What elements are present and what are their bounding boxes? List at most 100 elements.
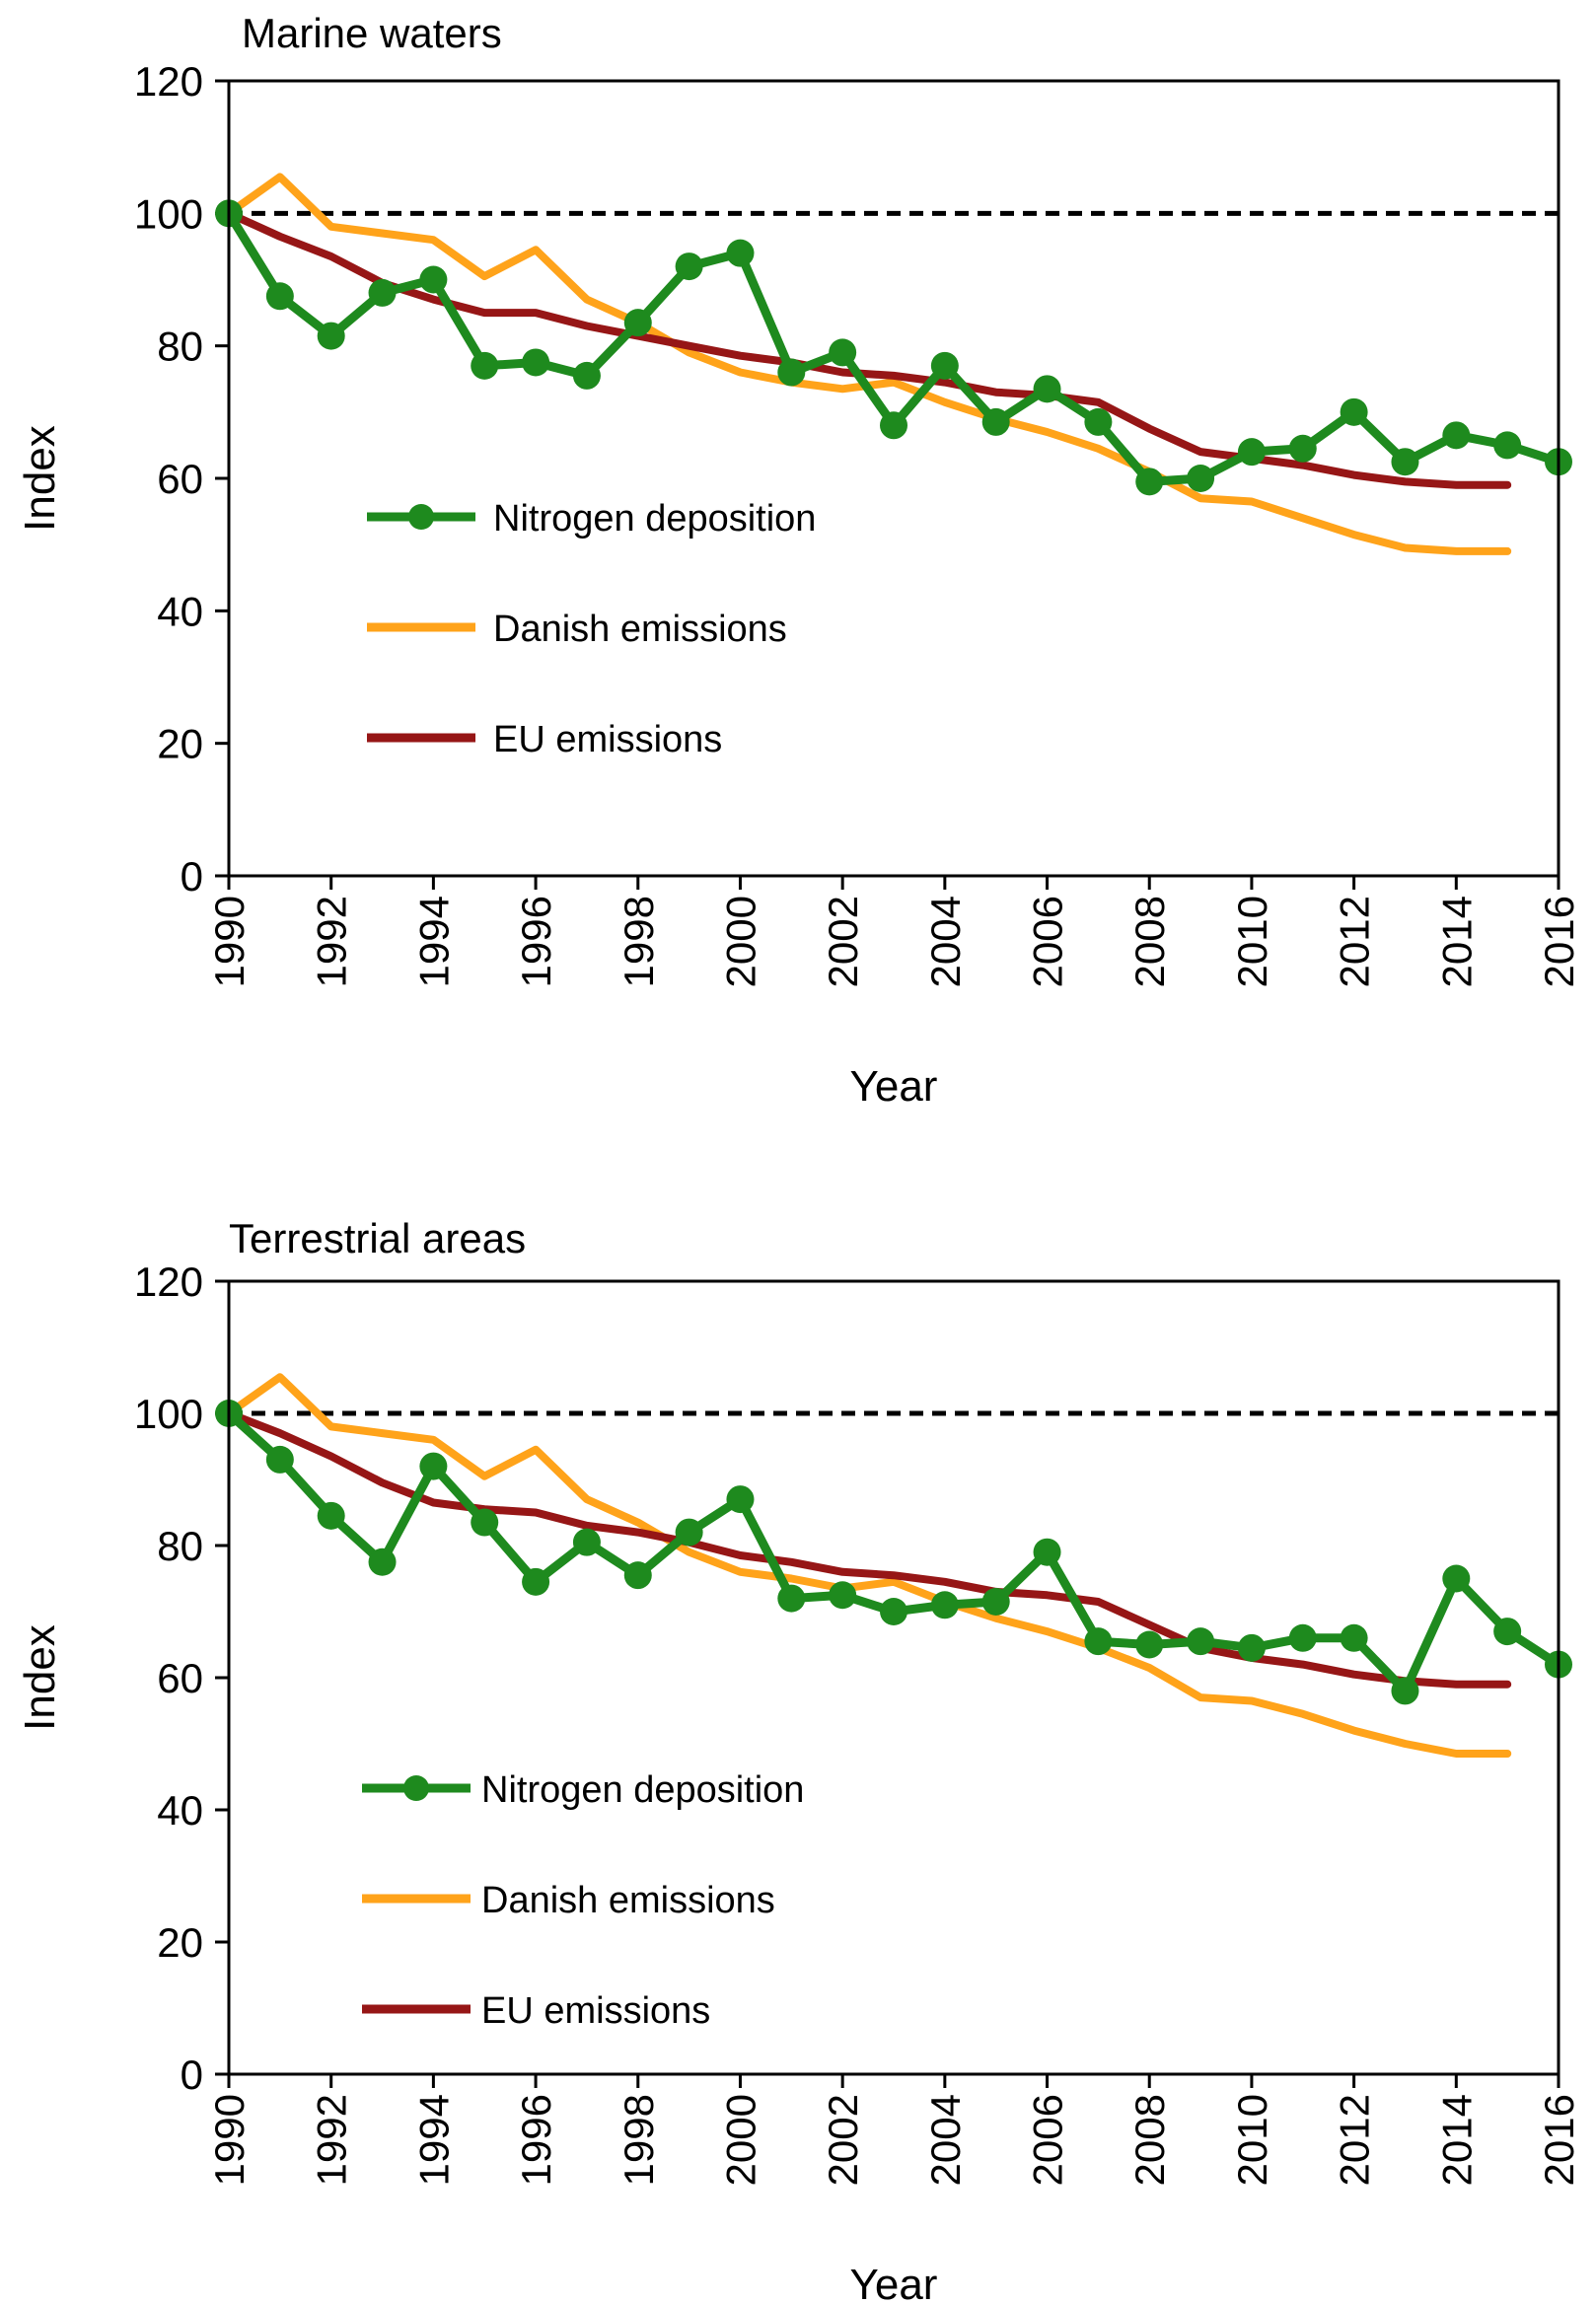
legend-label-nitrogen-deposition: Nitrogen deposition	[493, 498, 816, 540]
data-point-nitrogen-deposition	[981, 1587, 1010, 1616]
x-tick-label: 2004	[922, 2094, 969, 2186]
data-point-nitrogen-deposition	[1340, 1623, 1368, 1652]
data-point-nitrogen-deposition	[265, 1445, 294, 1474]
data-point-nitrogen-deposition	[1340, 397, 1368, 426]
data-point-nitrogen-deposition	[726, 239, 755, 267]
x-tick-label: 2016	[1536, 896, 1582, 987]
data-point-nitrogen-deposition	[981, 407, 1010, 436]
data-point-nitrogen-deposition	[1288, 1623, 1317, 1652]
x-tick-label: 2014	[1433, 896, 1480, 987]
data-point-nitrogen-deposition	[1135, 1630, 1164, 1659]
x-tick-label: 2002	[820, 2094, 866, 2186]
data-point-nitrogen-deposition	[1187, 1627, 1215, 1656]
x-tick-label: 2012	[1332, 2094, 1378, 2186]
y-tick-label: 80	[157, 1523, 203, 1569]
data-point-nitrogen-deposition	[1033, 375, 1061, 403]
x-tick-label: 2008	[1126, 2094, 1173, 2186]
data-point-nitrogen-deposition	[317, 322, 345, 350]
data-point-nitrogen-deposition	[829, 1581, 857, 1610]
x-axis-label: Year	[850, 2261, 938, 2303]
y-axis-label: Index	[16, 425, 64, 532]
x-tick-label: 2010	[1229, 896, 1275, 987]
x-tick-label: 1998	[616, 2094, 662, 2186]
data-point-nitrogen-deposition	[623, 309, 652, 337]
y-tick-label: 40	[157, 1787, 203, 1834]
legend-label-nitrogen-deposition: Nitrogen deposition	[481, 1769, 804, 1811]
x-tick-label: 1996	[513, 896, 559, 987]
y-tick-label: 40	[157, 588, 203, 634]
data-point-nitrogen-deposition	[930, 1591, 959, 1619]
data-point-nitrogen-deposition	[419, 1452, 448, 1480]
y-tick-label: 20	[157, 1919, 203, 1966]
series-line-danish-emissions	[225, 1373, 1512, 1758]
x-tick-label: 1992	[309, 2094, 355, 2186]
series-line-eu-emissions	[225, 1409, 1512, 1689]
y-tick-label: 60	[157, 1655, 203, 1701]
x-tick-label: 2010	[1229, 2094, 1275, 2186]
y-tick-label: 120	[134, 1259, 203, 1305]
x-tick-label: 2012	[1332, 896, 1378, 987]
data-point-nitrogen-deposition	[1442, 421, 1471, 450]
data-point-nitrogen-deposition	[1135, 468, 1164, 496]
y-tick-label: 120	[134, 58, 203, 105]
data-point-nitrogen-deposition	[265, 282, 294, 311]
data-point-nitrogen-deposition	[880, 411, 907, 440]
data-point-nitrogen-deposition	[829, 338, 857, 367]
data-point-nitrogen-deposition	[317, 1501, 345, 1530]
plot-frame	[227, 1279, 1560, 2076]
x-tick-label: 2006	[1025, 2094, 1071, 2186]
chart-terrestrial-areas: Terrestrial areas 0 20 40 60 80 100 120 1990 1992…	[16, 1215, 1582, 2303]
y-tick-label: 0	[181, 853, 203, 900]
x-tick-label: 1990	[206, 2094, 253, 2186]
data-point-nitrogen-deposition	[572, 361, 601, 390]
x-tick-label: 2000	[717, 896, 763, 987]
data-point-nitrogen-deposition	[1391, 1677, 1419, 1705]
data-point-nitrogen-deposition	[1237, 1633, 1266, 1662]
series-line-danish-emissions	[225, 173, 1512, 555]
y-tick-label: 80	[157, 324, 203, 370]
plot-frame	[227, 79, 1560, 878]
chart-marine-waters: Marine waters 0 20 40 60 80 100 120 1990 1992 1994…	[16, 10, 1582, 1111]
data-point-nitrogen-deposition	[368, 1547, 397, 1576]
data-point-nitrogen-deposition	[419, 265, 448, 294]
y-tick-label: 60	[157, 456, 203, 502]
data-point-nitrogen-deposition	[777, 358, 806, 387]
y-axis-label: Index	[16, 1624, 64, 1731]
x-tick-label: 2002	[820, 896, 866, 987]
x-tick-label: 2000	[717, 2094, 763, 2186]
x-tick-label: 2006	[1025, 896, 1071, 987]
data-point-nitrogen-deposition	[675, 1518, 703, 1547]
x-tick-label: 1996	[513, 2094, 559, 2186]
data-point-nitrogen-deposition	[368, 278, 397, 307]
legend-label-eu-emissions: EU emissions	[481, 1990, 710, 2032]
legend-marker-nitrogen-deposition	[403, 1775, 429, 1801]
x-tick-label: 1990	[206, 896, 253, 987]
data-point-nitrogen-deposition	[572, 1528, 601, 1556]
data-point-nitrogen-deposition	[930, 351, 959, 380]
x-axis-label: Year	[850, 1062, 938, 1111]
data-point-nitrogen-deposition	[623, 1561, 652, 1590]
y-tick-label: 20	[157, 721, 203, 767]
data-point-nitrogen-deposition	[471, 1508, 499, 1537]
y-tick-label: 0	[181, 2051, 203, 2098]
x-tick-label: 2008	[1126, 896, 1173, 987]
data-point-nitrogen-deposition	[777, 1584, 806, 1613]
chart-title: Terrestrial areas	[229, 1215, 526, 1261]
legend-label-danish-emissions: Danish emissions	[481, 1880, 775, 1921]
data-point-nitrogen-deposition	[1493, 1618, 1522, 1646]
data-point-nitrogen-deposition	[1391, 448, 1419, 476]
data-point-nitrogen-deposition	[1187, 465, 1215, 492]
y-tick-label: 100	[134, 190, 203, 237]
legend-label-danish-emissions: Danish emissions	[493, 609, 787, 650]
data-point-nitrogen-deposition	[1033, 1538, 1061, 1566]
chart-title: Marine waters	[242, 10, 502, 56]
data-point-nitrogen-deposition	[880, 1598, 907, 1625]
data-point-nitrogen-deposition	[471, 351, 499, 380]
x-tick-label: 2016	[1536, 2094, 1582, 2186]
data-point-nitrogen-deposition	[1288, 434, 1317, 463]
data-point-nitrogen-deposition	[675, 252, 703, 281]
data-point-nitrogen-deposition	[1493, 431, 1522, 460]
x-tick-label: 1992	[309, 896, 355, 987]
data-point-nitrogen-deposition	[1237, 438, 1266, 467]
